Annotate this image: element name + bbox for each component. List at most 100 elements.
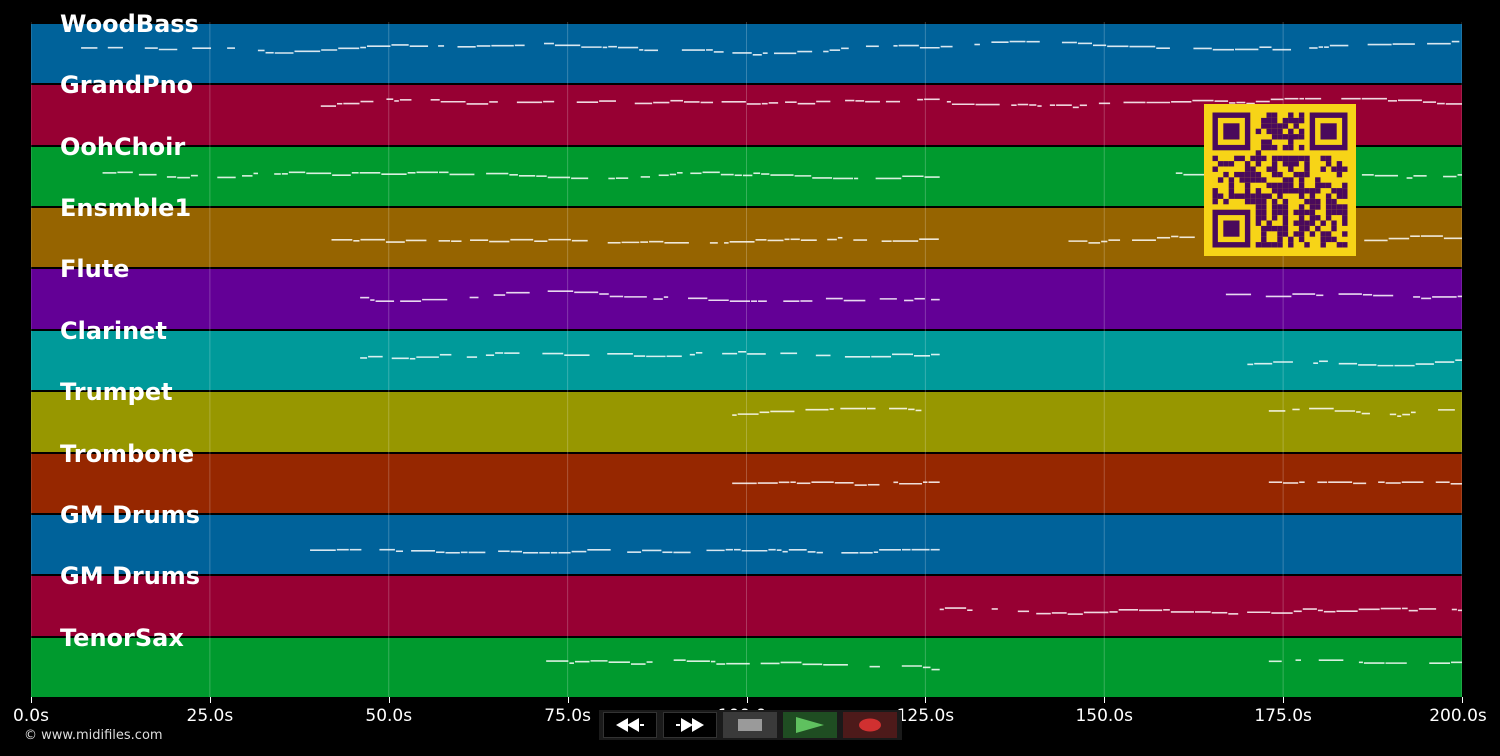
qr-module: [1255, 155, 1262, 162]
qr-module: [1277, 209, 1283, 216]
qr-module: [1293, 231, 1299, 237]
qr-module: [1298, 112, 1305, 118]
qr-module: [1277, 236, 1283, 243]
track-label: WoodBass: [60, 10, 199, 38]
qr-module: [1298, 188, 1305, 194]
qr-module: [1271, 166, 1278, 172]
qr-module: [1277, 134, 1283, 140]
qr-module: [1293, 171, 1299, 178]
rewind-button[interactable]: [603, 712, 657, 738]
qr-module: [1261, 242, 1267, 248]
qr-module: [1261, 215, 1267, 221]
track-11: TenorSax: [31, 626, 1462, 697]
qr-module: [1261, 225, 1267, 232]
qr-module: [1255, 204, 1262, 210]
qr-module: [1331, 220, 1337, 226]
track-label: TenorSax: [60, 623, 184, 652]
qr-module: [1298, 117, 1305, 124]
qr-module: [1234, 155, 1240, 162]
qr-module: [1271, 225, 1278, 232]
qr-module: [1331, 209, 1337, 216]
qr-module: [1228, 182, 1235, 189]
qr-module: [1288, 112, 1294, 118]
qr-module: [1217, 177, 1224, 183]
track-6: Clarinet: [31, 319, 1462, 391]
qr-module: [1261, 117, 1267, 124]
qr-module: [1304, 188, 1310, 194]
qr-module: [1255, 242, 1262, 248]
qr-module: [1250, 177, 1256, 183]
qr-module: [1261, 209, 1267, 216]
tick-mark: [1462, 697, 1463, 703]
qr-module: [1261, 177, 1267, 183]
qr-module: [1309, 209, 1316, 216]
tick-mark: [567, 697, 569, 703]
qr-code-icon: [1204, 104, 1356, 256]
track-label: Ensmble1: [60, 194, 192, 223]
qr-module: [1271, 182, 1278, 189]
qr-module: [1244, 177, 1251, 183]
qr-module: [1336, 209, 1343, 216]
qr-module: [1266, 166, 1272, 172]
qr-module: [1277, 155, 1283, 162]
qr-module: [1304, 225, 1310, 232]
qr-module: [1255, 193, 1262, 199]
play-button[interactable]: [783, 712, 837, 738]
qr-module: [1261, 231, 1267, 237]
qr-module: [1282, 209, 1289, 216]
qr-module: [1239, 155, 1245, 162]
qr-module: [1325, 193, 1332, 199]
qr-module: [1288, 139, 1294, 145]
qr-module: [1320, 182, 1326, 189]
qr-module: [1282, 117, 1289, 124]
qr-module: [1325, 182, 1332, 189]
track-8: Trombone: [31, 442, 1462, 513]
qr-module: [1293, 134, 1299, 140]
qr-module: [1282, 144, 1289, 151]
qr-module: [1298, 155, 1305, 162]
stop-button[interactable]: [723, 712, 777, 738]
qr-module: [1255, 150, 1262, 156]
qr-module: [1298, 193, 1305, 199]
qr-module: [1309, 188, 1316, 194]
qr-module: [1325, 204, 1332, 210]
qr-module: [1234, 193, 1240, 199]
qr-module: [1277, 188, 1283, 194]
qr-module: [1293, 161, 1299, 167]
tick-mark: [31, 697, 32, 703]
qr-module: [1282, 182, 1289, 189]
qr-module: [1223, 171, 1229, 178]
qr-module: [1244, 188, 1251, 194]
tick-mark: [1104, 697, 1106, 703]
qr-module: [1277, 225, 1283, 232]
fast-forward-button[interactable]: [663, 712, 717, 738]
qr-module: [1266, 182, 1272, 189]
stop-icon: [738, 719, 762, 731]
qr-module: [1250, 193, 1256, 199]
qr-module: [1298, 177, 1305, 183]
qr-module: [1212, 198, 1218, 205]
record-button[interactable]: [843, 712, 897, 738]
qr-module: [1336, 242, 1343, 248]
qr-module: [1331, 225, 1337, 232]
qr-module: [1331, 188, 1337, 194]
qr-module: [1261, 204, 1267, 210]
qr-module: [1261, 155, 1267, 162]
qr-module: [1298, 171, 1305, 178]
qr-module: [1336, 161, 1343, 167]
qr-module: [1255, 177, 1262, 183]
qr-module: [1255, 220, 1262, 226]
qr-module: [1336, 188, 1343, 194]
tick-label: 125.0s: [896, 706, 955, 726]
qr-module: [1255, 209, 1262, 216]
qr-module: [1271, 171, 1278, 178]
qr-module: [1309, 204, 1316, 210]
qr-module: [1304, 220, 1310, 226]
track-9: GM Drums: [31, 503, 1462, 575]
qr-module: [1288, 161, 1294, 167]
qr-module: [1271, 198, 1278, 205]
tick-label: 175.0s: [1254, 706, 1312, 726]
tick-label: 75.0s: [544, 706, 591, 726]
qr-module: [1282, 161, 1289, 167]
qr-module: [1293, 123, 1299, 129]
